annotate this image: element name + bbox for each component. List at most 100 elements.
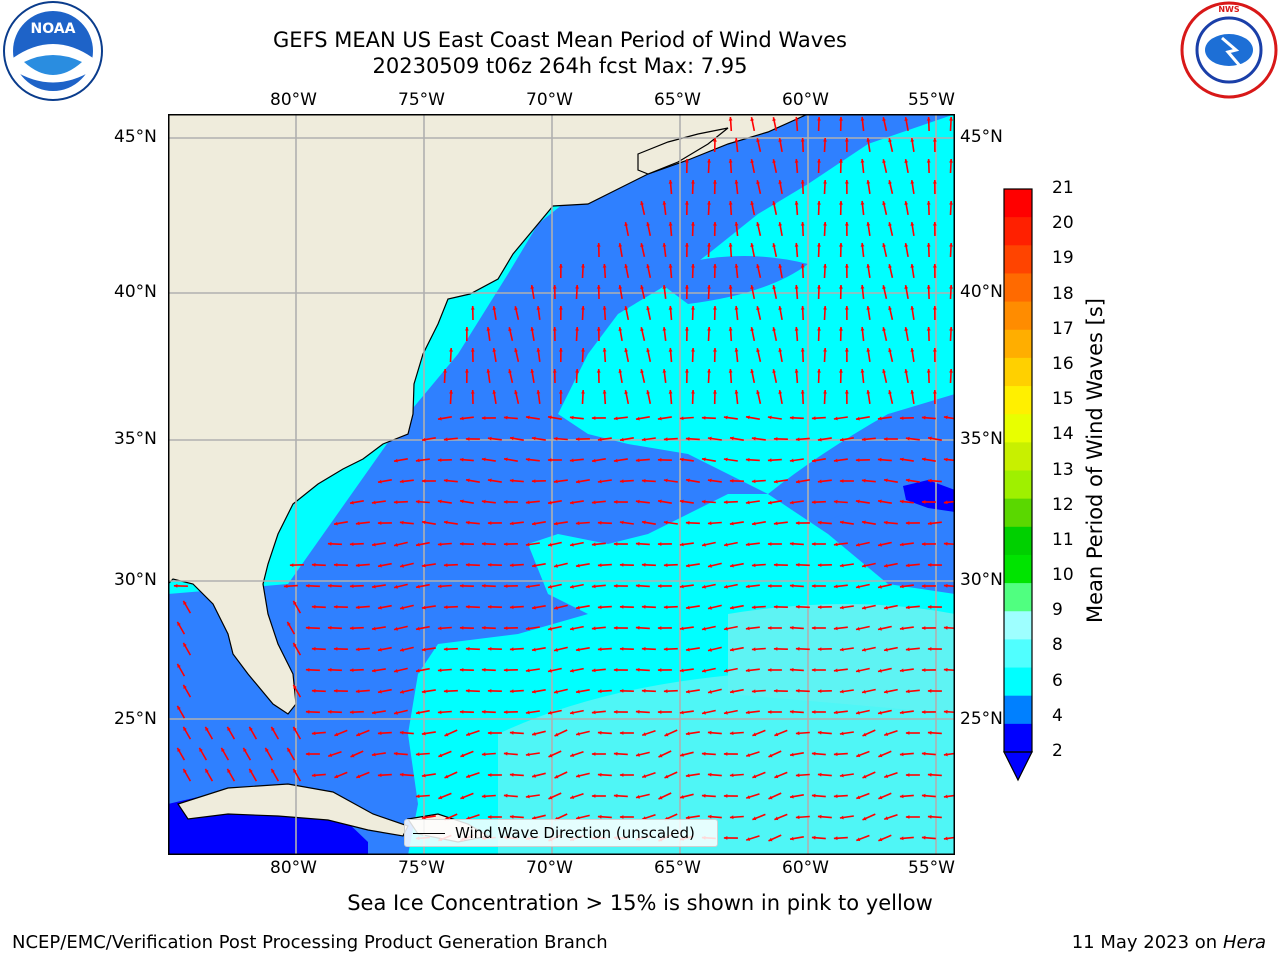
wind-arrow-head	[575, 369, 579, 373]
wind-arrow-head	[795, 688, 800, 693]
wind-arrow-head	[183, 684, 187, 689]
wind-arrow-head	[619, 731, 624, 735]
wind-arrow-head	[790, 836, 794, 841]
wind-arrow-head	[514, 390, 518, 394]
wind-arrow-head	[794, 159, 799, 163]
wind-arrow-head	[752, 732, 757, 737]
wind-arrow-head	[481, 667, 486, 672]
footer-branch: NCEP/EMC/Verification Post Processing Pr…	[12, 932, 608, 953]
wind-arrow-head	[311, 562, 316, 567]
map-panel	[168, 114, 955, 855]
wind-arrow-head	[575, 327, 579, 331]
wind-arrow-head	[668, 222, 673, 226]
wind-arrow-head	[932, 138, 937, 142]
wind-arrow-head	[921, 793, 926, 798]
wind-arrow-head	[243, 747, 247, 752]
wind-arrow-head	[833, 794, 838, 799]
wind-arrow-head	[443, 478, 448, 483]
wind-arrow-head	[492, 348, 497, 352]
wind-arrow-head	[668, 180, 673, 184]
wind-arrow-head	[905, 647, 910, 652]
wind-arrow-head	[305, 752, 310, 756]
wind-arrow-head	[778, 348, 783, 352]
wind-arrow-head	[334, 732, 339, 737]
wind-arrow-head	[679, 626, 684, 631]
wind-arrow-head	[817, 563, 822, 567]
wind-arrow-head	[613, 793, 618, 798]
wind-arrow-head	[526, 415, 530, 420]
wind-arrow-head	[949, 243, 953, 247]
wind-arrow-head	[377, 521, 382, 525]
map-subtitle: 20230509 t06z 264h fcst Max: 7.95	[372, 54, 748, 78]
wind-arrow-head	[416, 668, 420, 673]
wind-arrow-head	[878, 837, 883, 842]
wind-arrow-head	[624, 306, 628, 310]
wind-arrow-head	[327, 583, 332, 588]
wind-arrow-head	[839, 201, 843, 205]
wind-arrow-head	[311, 604, 316, 609]
wind-arrow-head	[624, 390, 628, 394]
wind-arrow-head	[882, 117, 886, 121]
colorbar-tick-label: 11	[1052, 529, 1074, 550]
wind-arrow-head	[449, 390, 453, 394]
wind-arrow-head	[817, 772, 822, 777]
wind-arrow-head	[668, 264, 673, 268]
wind-arrow-head	[421, 773, 426, 778]
wind-arrow-head	[591, 626, 596, 631]
wind-arrow-head	[905, 731, 910, 735]
wind-arrow-head	[437, 458, 442, 462]
wind-arrow-head	[465, 520, 470, 525]
wind-arrow-head	[921, 626, 926, 630]
colorbar-tick-label: 21	[1052, 178, 1074, 198]
wind-arrow-head	[856, 584, 860, 589]
wind-arrow-head	[503, 584, 508, 588]
wind-arrow-head	[708, 689, 712, 694]
wind-arrow-head	[927, 563, 932, 567]
wind-arrow-head	[662, 285, 667, 289]
wind-arrow-head	[305, 584, 310, 588]
wind-arrow-head	[466, 478, 470, 483]
wind-arrow-head	[199, 747, 203, 752]
wind-arrow-head	[576, 689, 580, 694]
wind-arrow-head	[840, 437, 844, 442]
wind-arrow-head	[327, 709, 332, 714]
wind-arrow-head	[860, 159, 865, 163]
wind-arrow-head	[399, 730, 404, 735]
wind-arrow-head	[177, 621, 181, 626]
wind-arrow-head	[481, 794, 486, 799]
wind-arrow-head	[778, 306, 783, 310]
wind-arrow-head	[570, 795, 575, 799]
wind-arrow-head	[532, 816, 536, 820]
wind-arrow-head	[772, 369, 776, 373]
lon-label-bottom: 75°W	[398, 858, 445, 878]
wind-arrow-head	[910, 222, 915, 226]
wind-arrow-head	[636, 416, 640, 421]
wind-arrow-head	[884, 478, 888, 483]
wind-arrow-head	[707, 730, 712, 735]
wind-arrow-head	[811, 668, 816, 672]
wind-arrow-head	[657, 458, 662, 462]
wind-arrow-head	[943, 500, 948, 505]
wind-arrow-head	[707, 436, 712, 441]
wind-arrow-head	[618, 327, 623, 331]
wind-arrow-head	[685, 731, 690, 736]
wind-arrow-head	[525, 668, 530, 673]
wind-arrow-head	[657, 626, 662, 630]
wind-arrow-head	[707, 772, 712, 777]
wind-arrow-head	[602, 348, 607, 352]
wind-arrow-head	[756, 264, 760, 268]
wind-arrow-head	[730, 563, 734, 568]
wind-arrow-head	[437, 542, 442, 547]
wind-arrow-head	[707, 327, 711, 331]
wind-arrow-head	[723, 794, 728, 798]
wind-arrow-head	[833, 584, 838, 589]
wind-arrow-head	[618, 243, 623, 247]
colorbar-segment	[1004, 357, 1032, 387]
wind-arrow-head	[862, 816, 867, 821]
colorbar-tick-label: 6	[1052, 670, 1063, 691]
wind-arrow-head	[548, 710, 552, 715]
wind-arrow-head	[728, 285, 733, 289]
wind-arrow-head	[509, 814, 514, 819]
wind-arrow-head	[646, 306, 650, 310]
wind-arrow-head	[658, 499, 662, 504]
